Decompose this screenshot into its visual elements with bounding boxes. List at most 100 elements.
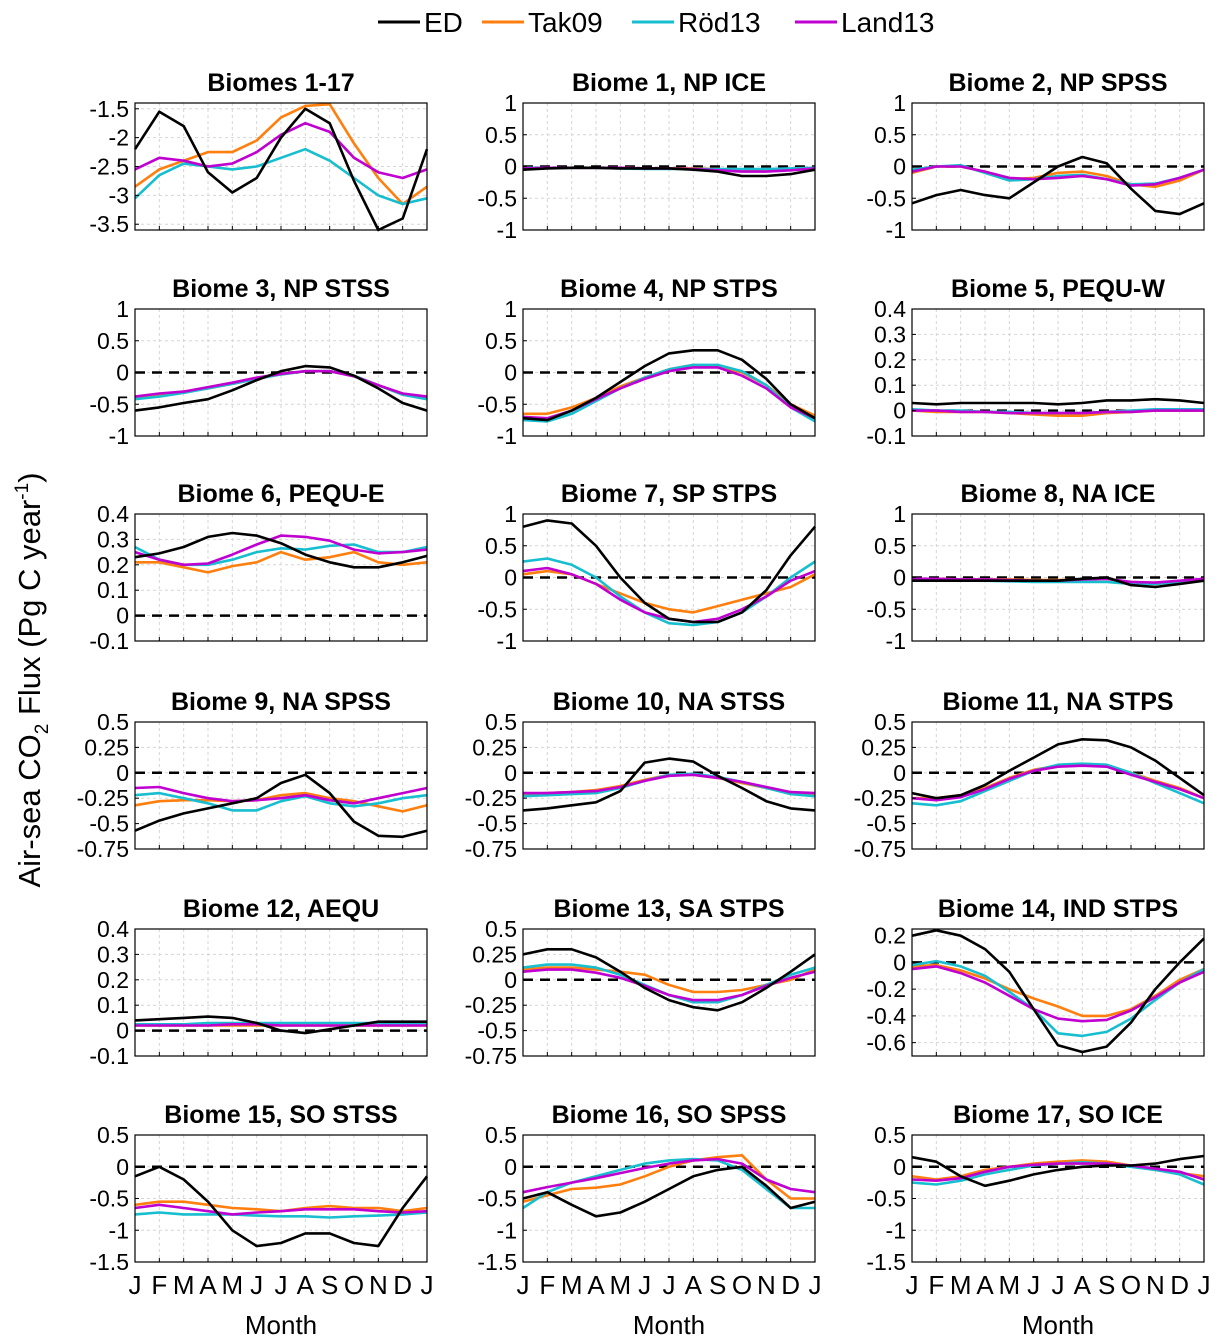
- x-tick-label: S: [709, 1270, 726, 1300]
- y-tick-label: -0.5: [477, 1018, 517, 1044]
- panel-title: Biome 10, NA STSS: [553, 688, 785, 716]
- x-tick-label: J: [809, 1270, 822, 1300]
- panel-title: Biome 2, NP SPSS: [948, 69, 1167, 97]
- series-Tak09: [135, 550, 428, 574]
- x-axis-label: Month: [633, 1310, 705, 1340]
- series-Röd13: [134, 1211, 428, 1219]
- series-Röd13: [134, 147, 428, 206]
- x-tick-label: A: [297, 1270, 315, 1300]
- y-tick-label: 0: [116, 1154, 129, 1180]
- panel-8: -1 -0.5 0 0.5 1 Biome 8, NA ICE: [866, 480, 1205, 654]
- y-tick-label: 0.5: [97, 328, 129, 354]
- x-tick-label: M: [221, 1270, 243, 1300]
- y-tick-label: -0.5: [866, 596, 906, 622]
- series-Land13: [134, 121, 428, 180]
- panel-12: -0.100.10.20.30.4 Biome 12, AEQU: [89, 895, 428, 1069]
- series-Land13: [523, 773, 816, 795]
- panel-title: Biome 5, PEQU-W: [951, 275, 1165, 303]
- y-tick-label: 0.3: [97, 526, 129, 552]
- y-tick-label: -0.75: [77, 836, 129, 862]
- panel-title: Biome 3, NP STSS: [172, 275, 390, 303]
- panel-4: -1 -0.5 0 0.5 1 Biome 4, NP STPS: [477, 275, 816, 449]
- x-tick-label: D: [1170, 1270, 1189, 1300]
- x-tick-label: A: [685, 1270, 703, 1300]
- y-tick-label: 1: [504, 296, 517, 322]
- panel-title: Biome 1, NP ICE: [572, 69, 766, 97]
- y-tick-label: -1: [109, 1217, 129, 1243]
- y-tick-label: 0: [504, 565, 517, 591]
- x-tick-label: M: [998, 1270, 1020, 1300]
- panel-title: Biomes 1-17: [207, 69, 354, 97]
- series-Land13: [911, 764, 1205, 802]
- legend-label-3: Land13: [841, 7, 934, 38]
- y-tick-label: 0: [504, 154, 517, 180]
- y-tick-label: -0.25: [465, 992, 517, 1018]
- ylabel-mid: Flux (Pg C year: [12, 500, 47, 724]
- y-tick-label: 1: [893, 501, 906, 527]
- ylabel-sub: 2: [32, 724, 53, 735]
- y-tick-label: -1.5: [89, 96, 129, 122]
- panel-title: Biome 7, SP STPS: [561, 480, 777, 508]
- x-tick-label: A: [1074, 1270, 1092, 1300]
- series-ED: [911, 397, 1205, 406]
- y-axis-label: Air-sea CO2 Flux (Pg C year-1): [12, 472, 53, 887]
- series-Land13: [135, 1023, 427, 1027]
- x-axis-label: Month: [1022, 1310, 1094, 1340]
- y-tick-label: 0.3: [97, 941, 129, 967]
- series-Land13: [134, 1203, 428, 1216]
- y-tick-label: 0: [116, 360, 129, 386]
- ylabel-sup: -1: [12, 483, 33, 500]
- legend: ED Tak09 Röd13 Land13: [378, 7, 934, 38]
- panel-title: Biome 12, AEQU: [183, 895, 379, 923]
- series-ED: [134, 531, 428, 569]
- y-tick-label: -1: [497, 1217, 517, 1243]
- x-tick-label: J: [906, 1270, 919, 1300]
- y-tick-label: 0.4: [97, 501, 129, 527]
- y-tick-label: -0.5: [89, 391, 129, 417]
- y-tick-label: 0: [504, 360, 517, 386]
- grid: [135, 721, 427, 850]
- series-Land13: [134, 534, 428, 567]
- y-tick-label: 0.1: [874, 372, 906, 398]
- grid: [135, 928, 427, 1057]
- y-tick-label: -0.1: [89, 628, 129, 654]
- y-tick-label: 0: [504, 1154, 517, 1180]
- y-tick-label: 0.5: [874, 1122, 906, 1148]
- y-tick-label: 0: [504, 760, 517, 786]
- series-ED: [522, 519, 816, 624]
- y-tick-label: -0.5: [866, 185, 906, 211]
- y-tick-label: 0.5: [874, 533, 906, 559]
- panel-title: Biome 4, NP STPS: [560, 275, 778, 303]
- series-Land13: [911, 165, 1205, 187]
- x-tick-label: J: [1052, 1270, 1065, 1300]
- y-tick-label: 0.5: [97, 709, 129, 735]
- y-tick-label: -0.1: [866, 423, 906, 449]
- y-tick-label: 0.5: [485, 122, 517, 148]
- y-tick-label: -1.5: [866, 1249, 906, 1275]
- series-Land13: [911, 1162, 1205, 1182]
- y-tick-label: 0.2: [874, 923, 906, 949]
- y-tick-label: 0.25: [472, 734, 517, 760]
- series-ED: [911, 155, 1205, 216]
- y-tick-label: 0.4: [97, 916, 129, 942]
- y-tick-label: 0.2: [97, 967, 129, 993]
- panel-title: Biome 15, SO STSS: [164, 1101, 397, 1129]
- legend-label-0: ED: [424, 7, 463, 38]
- y-tick-label: 0.5: [874, 122, 906, 148]
- y-tick-label: 0.25: [861, 734, 906, 760]
- y-tick-label: -1: [886, 217, 906, 243]
- series-Röd13: [135, 1021, 427, 1026]
- panel-title: Biome 16, SO SPSS: [552, 1101, 787, 1129]
- x-tick-label: J: [129, 1270, 142, 1300]
- series-ED: [522, 757, 816, 812]
- y-tick-label: -0.5: [477, 185, 517, 211]
- panel-title: Biome 9, NA SPSS: [171, 688, 391, 716]
- y-tick-label: -0.5: [89, 1186, 129, 1212]
- series-ED: [134, 773, 428, 839]
- x-tick-label: D: [393, 1270, 412, 1300]
- y-tick-label: -0.25: [854, 785, 906, 811]
- x-tick-label: D: [781, 1270, 800, 1300]
- series-Röd13: [911, 959, 1205, 1038]
